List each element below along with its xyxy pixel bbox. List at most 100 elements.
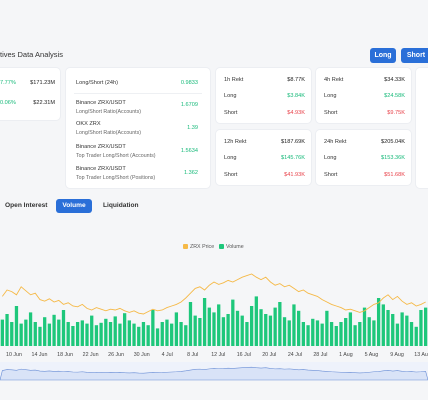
rekt-12h-label: 12h Rekt [224, 139, 247, 145]
short-button[interactable]: Short [401, 48, 428, 63]
volume-bar [226, 314, 230, 346]
volume-bar [235, 310, 240, 346]
volume-bar [108, 322, 113, 346]
volume-bar [245, 322, 249, 346]
volume-bar [254, 296, 258, 346]
volume-bar [127, 320, 131, 346]
volume-bar [414, 326, 418, 346]
open-interest-card: 7.77% $171.23M 0.06% $22.31M [0, 68, 60, 120]
x-tick-label: 20 Jul [262, 352, 276, 358]
volume-bar [188, 302, 193, 346]
x-tick-label: 10 Jun [6, 352, 22, 358]
rekt-12h-card: 12h Rekt $187.69K Long $145.76K Short $4… [216, 130, 311, 185]
volume-bar [358, 322, 362, 346]
volume-bar [52, 314, 56, 346]
volume-change-pct: 0.06% [0, 100, 16, 106]
rekt-24h-short-label: Short [324, 172, 338, 178]
ratio-item-4-value: 1.362 [184, 170, 198, 176]
volume-bar [33, 322, 37, 346]
rekt-1h-total: $8.77K [287, 77, 305, 83]
volume-bar [122, 313, 127, 346]
volume-bar [348, 312, 353, 346]
volume-bar [61, 310, 66, 346]
tab-liquidation[interactable]: Liquidation [103, 202, 139, 209]
ratio-item-2-exchange: OKX ZRX [76, 121, 101, 127]
ratio-item-1-desc: Long/Short Ratio(Accounts) [76, 109, 142, 115]
rekt-1h-short: $4.93K [287, 110, 305, 116]
ratio-item-4-exchange: Binance ZRX/USDT [76, 166, 126, 172]
volume-bar [151, 310, 155, 346]
ratio-item-1-value: 1.6709 [180, 102, 198, 108]
tab-volume[interactable]: Volume [56, 199, 92, 213]
volume-bar [198, 318, 202, 346]
volume-bar [240, 315, 244, 346]
volume-bar [376, 298, 381, 346]
volume-bar [325, 310, 329, 346]
ratio-item-3-desc: Top Trader Long/Short (Accounts) [76, 153, 156, 159]
volume-swatch-icon [219, 244, 224, 250]
rekt-12h-short-label: Short [224, 172, 238, 178]
volume-bar [409, 322, 414, 346]
volume-bar [47, 323, 52, 346]
x-tick-label: 5 Aug [365, 352, 379, 358]
volume-bar [19, 323, 23, 346]
legend-price[interactable]: ZRX Price [183, 244, 214, 250]
volume-bar [141, 322, 146, 346]
long-button[interactable]: Long [370, 48, 396, 63]
volume-bar [419, 310, 423, 346]
ratio-item-3-value: 1.5634 [180, 148, 198, 154]
volume-bar [174, 312, 179, 346]
volume-bar [221, 317, 226, 346]
x-tick-label: 9 Aug [390, 352, 404, 358]
volume-chart: 10 Jun 14 Jun 18 Jun 22 Jun 26 Jun 30 Jun 4 Ju… [0, 273, 428, 381]
price-swatch-icon [183, 244, 188, 250]
volume-bars [0, 296, 428, 346]
volume-bar [132, 323, 136, 346]
x-tick-label: 22 Jun [83, 352, 99, 358]
volume-bar [28, 312, 33, 346]
x-tick-label: 30 Jun [134, 352, 150, 358]
volume-bar [43, 317, 47, 346]
volume-bar [273, 307, 277, 346]
oi-change-pct: 7.77% [0, 80, 16, 86]
volume-bar [94, 325, 99, 346]
volume-bar [311, 318, 315, 346]
volume-bar [405, 315, 409, 346]
volume-bar [334, 326, 338, 346]
volume-bar [259, 309, 263, 346]
range-navigator[interactable] [0, 362, 428, 381]
volume-bar [268, 315, 273, 346]
ratio-title: Long/Short (24h) [76, 80, 118, 86]
ratio-item-2-value: 1.39 [187, 125, 198, 131]
rekt-1h-card: 1h Rekt $8.77K Long $3.84K Short $4.93K [216, 68, 311, 123]
rekt-4h-label: 4h Rekt [324, 77, 344, 83]
x-axis-ticks: 10 Jun 14 Jun 18 Jun 22 Jun 26 Jun 30 Jun 4 Ju… [6, 352, 428, 358]
volume-bar [193, 315, 197, 346]
volume-bar [170, 323, 174, 346]
volume-bar [231, 299, 235, 346]
long-short-ratio-card: Long/Short (24h) 0.9833 Binance ZRX/USDT… [66, 68, 210, 188]
rekt-4h-card: 4h Rekt $34.33K Long $24.58K Short $9.75… [316, 68, 411, 123]
volume-bar [99, 322, 103, 346]
page-title: tives Data Analysis [0, 50, 63, 59]
volume-bar [80, 320, 84, 346]
rekt-4h-total: $34.33K [384, 77, 405, 83]
x-tick-label: 1 Aug [339, 352, 353, 358]
rekt-12h-long-label: Long [224, 155, 237, 161]
volume-bar [381, 304, 385, 346]
volume-bar [249, 306, 254, 346]
tab-open-interest[interactable]: Open Interest [5, 202, 48, 209]
volume-bar [207, 307, 211, 346]
legend-volume[interactable]: Volume [219, 244, 244, 250]
rekt-1h-label: 1h Rekt [224, 77, 244, 83]
volume-bar [362, 307, 367, 346]
legend-volume-label: Volume [226, 244, 244, 250]
oi-value: $171.23M [30, 80, 55, 86]
x-tick-label: 26 Jun [108, 352, 124, 358]
volume-bar [113, 316, 117, 346]
volume-bar [400, 312, 404, 346]
volume-bar [5, 314, 9, 346]
ratio-item-2-desc: Long/Short Ratio(Accounts) [76, 130, 142, 136]
ratio-item-1-exchange: Binance ZRX/USDT [76, 100, 126, 106]
x-tick-label: 12 Jul [211, 352, 225, 358]
